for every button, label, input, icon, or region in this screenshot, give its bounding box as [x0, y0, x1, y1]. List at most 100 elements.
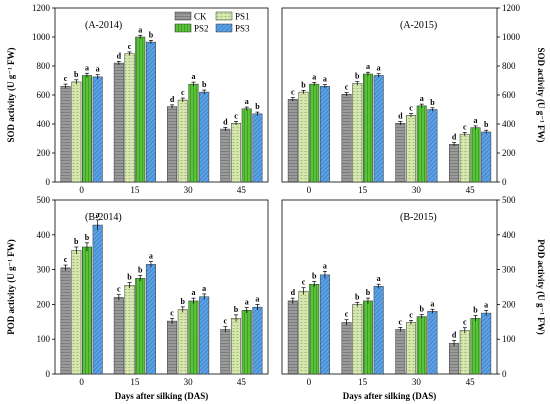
significance-letter: d — [452, 331, 457, 340]
bar-PS2-0 — [81, 246, 92, 375]
y-tick-label: 0 — [46, 177, 51, 187]
significance-letter: c — [234, 112, 238, 121]
x-tick-label: 45 — [237, 185, 247, 195]
significance-letter: a — [245, 298, 249, 307]
significance-letter: c — [181, 88, 185, 97]
bar-PS2-30 — [188, 300, 199, 375]
y-axis-label: SOD activity (U g⁻¹ FW) — [536, 48, 546, 143]
significance-letter: c — [463, 318, 467, 327]
chart-panel-2: 0 200 400 600 800 1000 1200 SOD activity (U g⁻¹… — [281, 3, 546, 195]
bar-CK-45 — [220, 329, 231, 375]
y-tick-label: 0 — [502, 177, 507, 187]
bar-PS2-15 — [362, 73, 373, 183]
bar-PS3-0 — [92, 224, 103, 375]
x-tick-label: 0 — [79, 377, 84, 387]
bar-PS1-15 — [352, 83, 363, 183]
bar-PS1-30 — [406, 115, 417, 183]
bar-CK-0 — [60, 267, 71, 375]
significance-letter: d — [223, 117, 228, 126]
bar-PS1-15 — [124, 285, 135, 375]
bar-CK-15 — [341, 322, 352, 375]
y-tick-label: 200 — [502, 299, 516, 309]
panel-title: (B-2014) — [85, 212, 122, 223]
x-tick-label: 45 — [237, 377, 247, 387]
significance-letter: d — [452, 133, 457, 142]
x-tick-label: 30 — [184, 377, 194, 387]
bar-PS3-0 — [319, 274, 330, 375]
x-tick-label: 45 — [466, 185, 476, 195]
significance-letter: d — [117, 51, 122, 60]
y-tick-label: 800 — [37, 61, 51, 71]
bar-PS2-45 — [241, 108, 252, 183]
x-tick-label: 30 — [184, 185, 194, 195]
y-tick-label: 400 — [37, 119, 51, 129]
bar-PS1-15 — [124, 53, 135, 183]
bar-PS2-0 — [309, 283, 320, 375]
legend-label-PS1: PS1 — [235, 12, 250, 22]
bar-PS2-45 — [470, 318, 481, 375]
bar-PS1-0 — [298, 290, 309, 375]
significance-letter: d — [291, 288, 296, 297]
significance-letter: b — [74, 237, 79, 246]
significance-letter: a — [191, 72, 195, 81]
significance-letter: c — [345, 310, 349, 319]
y-tick-label: 500 — [502, 195, 516, 205]
y-axis-label: SOD activity (U g⁻¹ FW) — [6, 48, 16, 143]
significance-letter: a — [202, 284, 206, 293]
bar-PS1-0 — [71, 250, 82, 375]
legend-swatch-PS2 — [174, 23, 192, 33]
y-tick-label: 200 — [502, 148, 516, 158]
significance-letter: a — [323, 75, 327, 84]
significance-letter: b — [484, 120, 489, 129]
y-tick-label: 400 — [502, 119, 516, 129]
significance-letter: b — [366, 288, 371, 297]
bar-PS1-0 — [71, 81, 82, 183]
bar-PS3-45 — [481, 312, 492, 375]
bar-CK-15 — [113, 62, 124, 183]
significance-letter: c — [409, 310, 413, 319]
significance-letter: c — [170, 308, 174, 317]
plot-frame — [54, 199, 269, 375]
bar-PS2-30 — [188, 83, 199, 183]
bar-CK-15 — [341, 94, 352, 183]
y-tick-label: 0 — [502, 369, 507, 379]
bar-PS1-45 — [459, 133, 470, 183]
bar-CK-45 — [449, 144, 460, 183]
significance-letter: c — [128, 42, 132, 51]
significance-letter: c — [117, 285, 121, 294]
x-tick-label: 0 — [79, 185, 84, 195]
bar-PS3-30 — [199, 91, 210, 183]
significance-letter: c — [463, 122, 467, 131]
bar-PS2-0 — [81, 75, 92, 183]
significance-letter: b — [355, 72, 360, 81]
bar-PS3-0 — [319, 86, 330, 183]
significance-letter: b — [181, 297, 186, 306]
bar-PS1-30 — [177, 99, 188, 183]
significance-letter: a — [149, 252, 153, 261]
significance-letter: a — [366, 62, 370, 71]
bar-CK-30 — [167, 106, 178, 183]
x-tick-label: 45 — [466, 377, 476, 387]
y-axis-label: POD activity (U g⁻¹ FW) — [6, 239, 16, 334]
y-tick-label: 500 — [37, 195, 51, 205]
significance-letter: b — [430, 98, 435, 107]
bar-PS3-15 — [373, 286, 384, 375]
bar-CK-0 — [287, 300, 298, 375]
significance-letter: c — [64, 255, 68, 264]
significance-letter: a — [377, 64, 381, 73]
bar-PS2-45 — [241, 310, 252, 375]
significance-letter: c — [345, 83, 349, 92]
bar-PS1-45 — [231, 123, 242, 183]
bar-PS3-15 — [373, 75, 384, 183]
significance-letter: b — [301, 80, 306, 89]
significance-letter: b — [138, 266, 143, 275]
significance-letter: a — [96, 210, 100, 219]
bar-PS2-45 — [470, 127, 481, 183]
bar-PS2-15 — [362, 300, 373, 375]
significance-letter: c — [409, 104, 413, 113]
x-tick-label: 15 — [358, 185, 368, 195]
bar-PS1-30 — [177, 309, 188, 375]
panel-title: (B-2015) — [400, 212, 437, 223]
x-tick-label: 30 — [412, 185, 422, 195]
